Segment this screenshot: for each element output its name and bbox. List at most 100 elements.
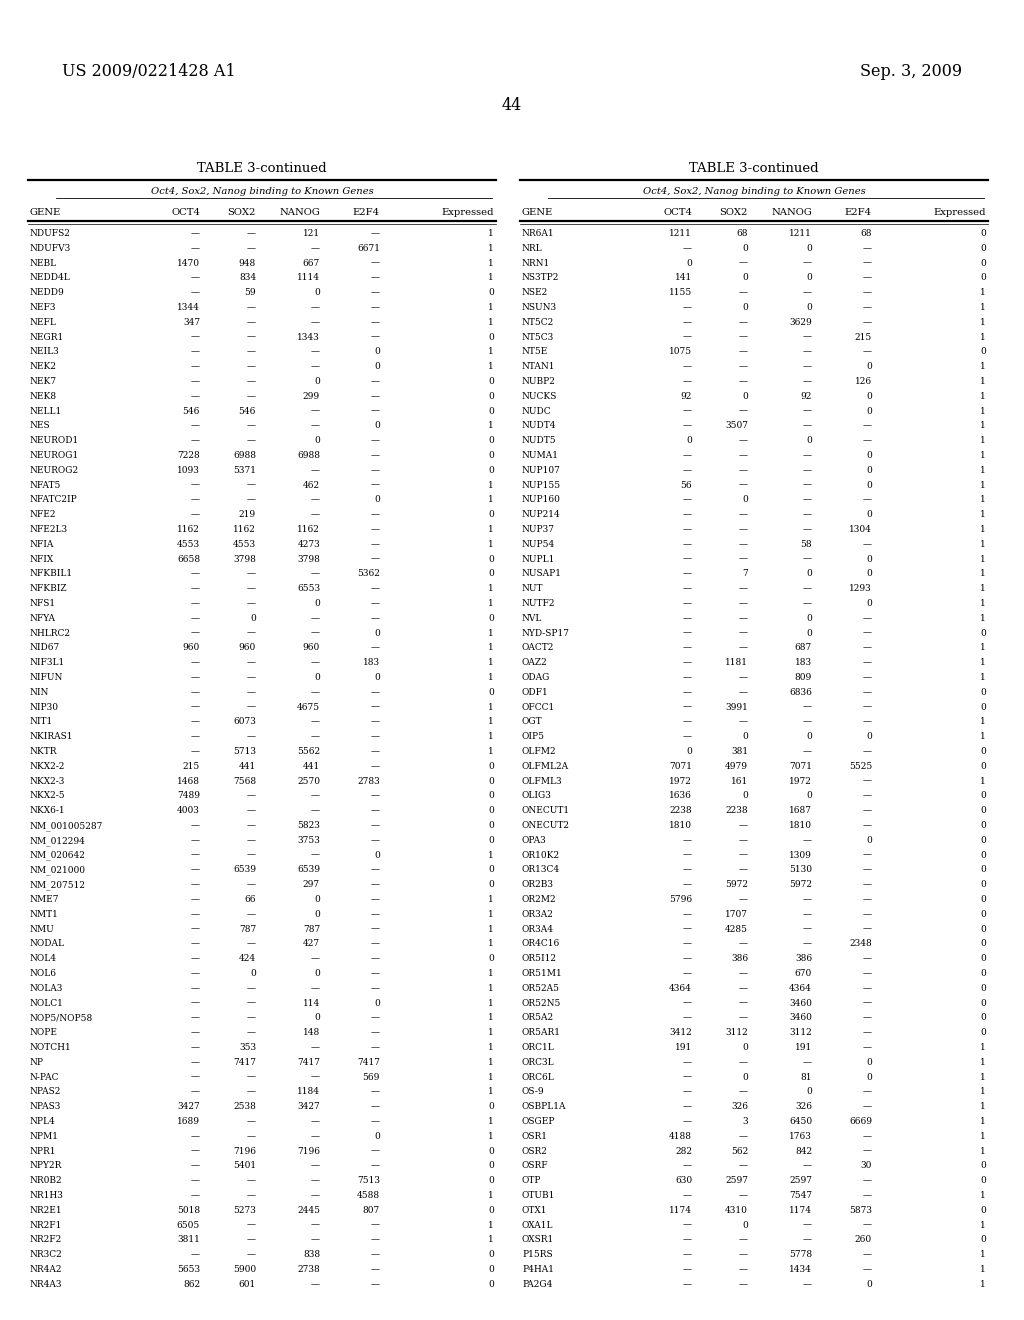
Text: —: — <box>803 511 812 519</box>
Text: 1: 1 <box>980 1265 986 1274</box>
Text: —: — <box>191 688 200 697</box>
Text: —: — <box>371 643 380 652</box>
Text: 0: 0 <box>488 1147 494 1156</box>
Text: —: — <box>371 792 380 800</box>
Text: 1: 1 <box>488 540 494 549</box>
Text: 0: 0 <box>742 392 748 401</box>
Text: NOP5/NOP58: NOP5/NOP58 <box>30 1014 93 1023</box>
Text: E2F4: E2F4 <box>353 209 380 216</box>
Text: 326: 326 <box>795 1102 812 1111</box>
Text: NP: NP <box>30 1057 44 1067</box>
Text: —: — <box>371 733 380 742</box>
Text: —: — <box>863 880 872 890</box>
Text: —: — <box>739 836 748 845</box>
Text: NFYA: NFYA <box>30 614 56 623</box>
Text: —: — <box>247 304 256 312</box>
Text: 1: 1 <box>980 362 986 371</box>
Text: —: — <box>803 718 812 726</box>
Text: 260: 260 <box>855 1236 872 1245</box>
Text: 1: 1 <box>980 599 986 609</box>
Text: —: — <box>191 718 200 726</box>
Text: —: — <box>739 643 748 652</box>
Text: OR2B3: OR2B3 <box>522 880 554 890</box>
Text: —: — <box>311 954 319 964</box>
Text: —: — <box>863 1221 872 1230</box>
Text: 1: 1 <box>488 718 494 726</box>
Text: OSR1: OSR1 <box>522 1131 548 1140</box>
Text: —: — <box>191 925 200 933</box>
Text: NES: NES <box>30 421 50 430</box>
Text: —: — <box>371 895 380 904</box>
Text: NFKBIZ: NFKBIZ <box>30 585 68 593</box>
Text: 1211: 1211 <box>790 230 812 238</box>
Text: 6553: 6553 <box>297 585 319 593</box>
Text: —: — <box>371 821 380 830</box>
Text: 5972: 5972 <box>790 880 812 890</box>
Text: —: — <box>683 451 692 461</box>
Text: 183: 183 <box>795 659 812 668</box>
Text: —: — <box>311 659 319 668</box>
Text: 0: 0 <box>314 599 319 609</box>
Text: 5018: 5018 <box>177 1206 200 1214</box>
Text: —: — <box>803 940 812 949</box>
Text: NFS1: NFS1 <box>30 599 56 609</box>
Text: 0: 0 <box>806 614 812 623</box>
Text: 0: 0 <box>374 495 380 504</box>
Text: 5525: 5525 <box>849 762 872 771</box>
Text: 4003: 4003 <box>177 807 200 816</box>
Text: 0: 0 <box>488 1206 494 1214</box>
Text: —: — <box>803 362 812 371</box>
Text: —: — <box>311 1043 319 1052</box>
Text: —: — <box>739 333 748 342</box>
Text: —: — <box>683 511 692 519</box>
Text: 1689: 1689 <box>177 1117 200 1126</box>
Text: 4979: 4979 <box>725 762 748 771</box>
Text: 1114: 1114 <box>297 273 319 282</box>
Text: E2F4: E2F4 <box>845 209 872 216</box>
Text: 0: 0 <box>374 673 380 682</box>
Text: —: — <box>191 909 200 919</box>
Text: NEK2: NEK2 <box>30 362 57 371</box>
Text: 1: 1 <box>488 1131 494 1140</box>
Text: —: — <box>247 702 256 711</box>
Text: —: — <box>371 392 380 401</box>
Text: 1: 1 <box>980 407 986 416</box>
Text: —: — <box>247 1028 256 1038</box>
Text: —: — <box>803 1162 812 1171</box>
Text: 0: 0 <box>488 333 494 342</box>
Text: —: — <box>247 688 256 697</box>
Text: 5796: 5796 <box>669 895 692 904</box>
Text: 219: 219 <box>239 511 256 519</box>
Text: OXA1L: OXA1L <box>522 1221 554 1230</box>
Text: —: — <box>863 673 872 682</box>
Text: NR4A2: NR4A2 <box>30 1265 62 1274</box>
Text: —: — <box>739 718 748 726</box>
Text: OTUB1: OTUB1 <box>522 1191 555 1200</box>
Text: 0: 0 <box>488 821 494 830</box>
Text: —: — <box>739 866 748 874</box>
Text: —: — <box>803 925 812 933</box>
Text: —: — <box>371 718 380 726</box>
Text: —: — <box>191 969 200 978</box>
Text: 59: 59 <box>245 288 256 297</box>
Text: —: — <box>191 378 200 385</box>
Text: —: — <box>739 628 748 638</box>
Text: 0: 0 <box>866 466 872 475</box>
Text: —: — <box>247 1073 256 1081</box>
Text: —: — <box>311 244 319 253</box>
Text: NUT: NUT <box>522 585 544 593</box>
Text: 1: 1 <box>488 909 494 919</box>
Text: 1: 1 <box>980 451 986 461</box>
Text: —: — <box>371 747 380 756</box>
Text: —: — <box>863 925 872 933</box>
Text: —: — <box>247 659 256 668</box>
Text: 7071: 7071 <box>790 762 812 771</box>
Text: NEUROD1: NEUROD1 <box>30 437 79 445</box>
Text: 0: 0 <box>806 628 812 638</box>
Text: 0: 0 <box>488 511 494 519</box>
Text: OAZ2: OAZ2 <box>522 659 548 668</box>
Text: 1: 1 <box>980 643 986 652</box>
Text: 0: 0 <box>980 836 986 845</box>
Text: —: — <box>311 347 319 356</box>
Text: —: — <box>803 599 812 609</box>
